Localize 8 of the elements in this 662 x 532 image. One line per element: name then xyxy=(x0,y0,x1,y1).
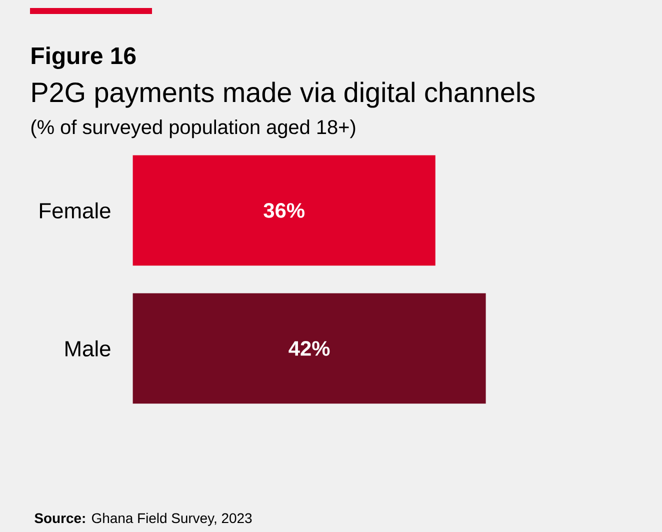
y-tick-label: Female xyxy=(40,202,110,218)
text: Source: Ghana Field Survey, 2023 xyxy=(34,512,252,526)
data-label: 42% xyxy=(288,341,330,356)
chart-title: Figure 16 xyxy=(32,46,136,70)
chart-subtitle: P2G payments made via digital channels xyxy=(32,82,535,108)
y-tick-label: Male xyxy=(66,340,110,356)
data-label: 36% xyxy=(264,203,304,218)
text: (% of surveyed population aged 18+) xyxy=(31,120,356,138)
